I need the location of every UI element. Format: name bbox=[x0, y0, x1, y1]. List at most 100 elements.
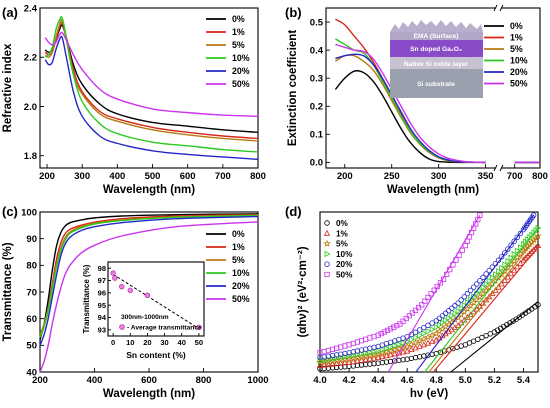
d-data-point bbox=[407, 340, 416, 348]
d-fit-line bbox=[415, 214, 535, 373]
panel-c-ylabel: Transmittance (%) bbox=[2, 242, 14, 341]
b-break-gap bbox=[496, 5, 501, 11]
d-data-point bbox=[505, 246, 511, 252]
d-data-point bbox=[514, 234, 520, 241]
panel-b-ticks: 200 250 300 350 700 800 0.0 0.1 0.2 0.3 0.4 0.5 bbox=[310, 17, 548, 182]
inset-legend-marker bbox=[119, 324, 125, 330]
inset-ytick-label: 94 bbox=[98, 313, 107, 322]
d-legend-marker bbox=[324, 220, 330, 226]
d-data-point bbox=[362, 361, 369, 368]
d-legend-label: 20% bbox=[336, 260, 353, 269]
d-data-point bbox=[449, 312, 456, 319]
d-data-point bbox=[514, 263, 521, 270]
c-legend-label: 1% bbox=[232, 242, 245, 252]
d-data-point bbox=[420, 341, 427, 348]
d-data-point bbox=[412, 329, 419, 335]
a-xtick-label: 200 bbox=[39, 171, 55, 182]
inset-ytick-label: 97 bbox=[98, 276, 106, 285]
panel-a-frame bbox=[39, 7, 259, 169]
d-data-point bbox=[391, 324, 397, 330]
panel-a-ticks: 200 300 400 500 600 700 800 1.8 2.0 2.2 2.4 bbox=[24, 3, 266, 182]
a-legend-label: 0% bbox=[232, 14, 245, 24]
d-data-point bbox=[501, 267, 509, 275]
d-data-point bbox=[379, 346, 386, 354]
d-data-point bbox=[412, 307, 419, 313]
d-data-point bbox=[375, 332, 381, 338]
inset-trend-line bbox=[112, 273, 200, 330]
d-data-point bbox=[446, 308, 452, 314]
d-data-point bbox=[511, 238, 517, 244]
d-data-point bbox=[371, 360, 377, 367]
d-data-point bbox=[329, 360, 336, 367]
inset-ticks: 0 10 20 30 40 50 93 94 95 96 97 98 bbox=[98, 264, 203, 347]
c-ytick-label: 70 bbox=[26, 287, 37, 298]
panel-d-legend: 0%1% 5%10%20% 50% bbox=[323, 219, 353, 280]
d-data-point bbox=[416, 327, 423, 333]
d-legend-marker bbox=[324, 261, 330, 267]
d-xtick-label: 5.4 bbox=[517, 375, 531, 386]
d-legend-label: 1% bbox=[336, 229, 349, 238]
panel-a-refractive-index: (a) 200 300 400 500 600 700 800 1.8 2.0 2.2 2.4 0%… bbox=[2, 3, 266, 196]
d-data-point bbox=[530, 212, 537, 218]
d-data-point bbox=[433, 324, 440, 331]
d-data-point bbox=[510, 266, 518, 273]
layer-sn-doped-label: Sn doped Ga₂O₃ bbox=[410, 46, 462, 53]
d-data-point bbox=[383, 352, 390, 359]
d-data-point bbox=[394, 322, 400, 329]
panel-b-layer-stack: EMA (Surface) Sn doped Ga₂O₃ Native Si o… bbox=[390, 20, 483, 98]
d-data-point bbox=[425, 294, 431, 301]
d-data-point bbox=[480, 274, 486, 281]
d-data-point bbox=[535, 224, 542, 232]
panel-c-inset: 0 10 20 30 40 50 93 94 95 96 97 98 300nm-1000nm - A… bbox=[82, 261, 205, 360]
d-xtick-label: 5.2 bbox=[488, 375, 501, 386]
b-ytick-label: 0.5 bbox=[310, 17, 324, 28]
b-legend-label: 5% bbox=[510, 44, 523, 54]
b-ytick-label: 0.0 bbox=[310, 158, 323, 169]
d-data-point bbox=[497, 270, 506, 278]
d-data-point bbox=[428, 338, 436, 344]
d-data-point bbox=[452, 303, 458, 309]
panel-d-tauc-plot: (d) 4.0 4.2 4.4 4.6 4.8 5.0 5.2 5.4 0%1% 5%10%20… bbox=[285, 204, 542, 400]
d-data-point bbox=[505, 257, 512, 265]
a-ytick-label: 2.0 bbox=[24, 102, 37, 113]
layer-native-oxide-label: Native Si oxide layer bbox=[404, 61, 469, 68]
panel-a-label: (a) bbox=[2, 5, 18, 20]
d-data-point bbox=[467, 311, 474, 318]
c-legend-label: 10% bbox=[232, 268, 250, 278]
a-xtick-label: 300 bbox=[74, 171, 90, 182]
inset-point bbox=[110, 270, 116, 276]
d-data-point bbox=[486, 293, 493, 300]
d-data-point bbox=[396, 341, 403, 348]
d-data-point bbox=[316, 362, 324, 368]
d-data-point bbox=[329, 346, 336, 352]
d-data-point bbox=[395, 344, 403, 352]
d-data-point bbox=[367, 361, 373, 367]
d-data-point bbox=[416, 304, 422, 311]
a-xtick-label: 700 bbox=[215, 171, 231, 182]
a-legend-label: 50% bbox=[232, 79, 250, 89]
d-data-point bbox=[403, 342, 411, 350]
panel-b-ylabel: Extinction coefficient bbox=[287, 30, 299, 146]
b-series-line bbox=[335, 43, 486, 164]
d-fit-line bbox=[432, 246, 539, 373]
d-data-point bbox=[354, 339, 360, 345]
d-data-point bbox=[480, 284, 487, 291]
d-data-point bbox=[415, 336, 424, 345]
d-data-point bbox=[321, 349, 327, 355]
layer-sn-doped bbox=[390, 40, 483, 57]
panel-d-label: (d) bbox=[285, 204, 302, 219]
d-fit-line bbox=[450, 301, 539, 373]
d-data-point bbox=[386, 347, 395, 355]
a-legend-label: 10% bbox=[232, 53, 250, 63]
d-data-point bbox=[422, 298, 428, 304]
panel-b-axis-break bbox=[493, 4, 504, 172]
c-series-line bbox=[39, 221, 259, 373]
d-legend-label: 50% bbox=[336, 271, 353, 280]
d-data-point bbox=[337, 359, 344, 366]
d-data-point bbox=[406, 313, 412, 319]
a-series-line bbox=[44, 35, 259, 161]
inset-legend-label: - Average transmittance bbox=[127, 325, 202, 332]
d-data-point bbox=[379, 353, 386, 360]
d-data-point bbox=[413, 334, 419, 341]
d-data-point bbox=[464, 313, 471, 320]
